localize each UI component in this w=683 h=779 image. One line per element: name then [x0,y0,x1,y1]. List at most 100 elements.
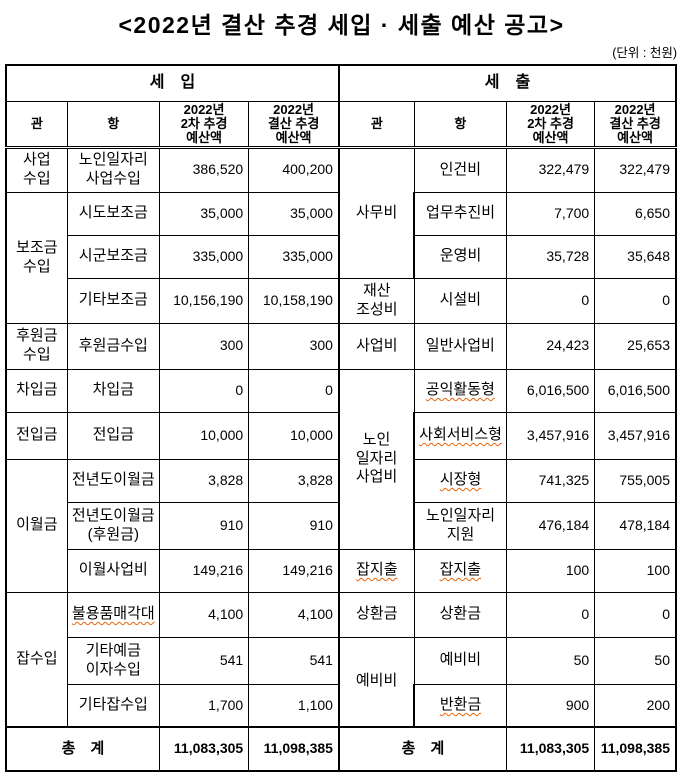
amount-cell: 300 [158,322,250,370]
hang-cell: 기타보조금 [66,277,160,324]
table-row: 기타잡수입 1,700 1,100 반환금 900 200 [6,683,677,728]
hang-cell: 일반사업비 [413,322,507,370]
gwan-cell: 이월금 [5,458,68,593]
table-row: 보조금 수입 시도보조금 35,000 35,000 업무추진비 7,700 6… [5,191,677,324]
gwan-cell: 노인 일자리 사업비 [337,368,415,550]
amount-cell: 910 [158,501,250,550]
amount-cell: 476,184 [505,501,596,550]
amount-cell: 335,000 [248,234,340,279]
amount-cell: 1,700 [158,683,250,728]
amount-cell: 400,200 [248,146,340,193]
hang-cell: 이월사업비 [66,548,160,593]
column-header-row: 관 항 2022년 2차 추경 예산액 2022년 결산 추경 예산액 관 항 … [5,100,677,149]
amount-cell: 24,423 [505,322,596,370]
gwan-cell: 보조금 수입 [5,191,68,324]
amount-cell: 741,325 [505,458,596,503]
table-row: 전년도이월금 (후원금) 910 910 노인일자리 지원 476,184 47… [6,501,677,550]
amount-cell: 10,158,190 [248,277,340,324]
amount-cell: 149,216 [248,548,340,593]
amount-cell: 3,828 [248,458,340,503]
amount-cell: 0 [505,277,596,324]
amount-cell: 6,016,500 [505,368,596,413]
budget-table: 세 입 세 출 관 항 2022년 2차 추경 예산액 2022년 결산 추경 … [5,64,677,773]
amount-cell: 4,100 [158,591,250,638]
hang-cell: 기타예금 이자수입 [66,636,160,685]
col-header-hang: 항 [66,100,160,149]
gwan-cell: 사업 수입 [5,146,68,193]
total-amount-cell: 11,098,385 [248,726,340,772]
col-header-budget-2nd: 2022년 2차 추경 예산액 [505,100,596,149]
table-row: 전입금 전입금 10,000 10,000 사회서비스형 3,457,916 3… [5,411,677,460]
gwan-cell: 재산 조성비 [337,277,415,324]
section-header-expenditure: 세 출 [337,64,677,102]
amount-cell: 322,479 [505,146,596,193]
total-amount-cell: 11,083,305 [505,726,596,772]
hang-cell: 후원금수입 [66,322,160,370]
hang-cell: 기타잡수입 [66,683,160,728]
total-amount-cell: 11,083,305 [158,726,250,772]
hang-cell: 전입금 [66,411,160,460]
table-row: 기타예금 이자수입 541 541 예비비 예비비 50 50 [6,636,677,728]
hang-cell: 예비비 [413,636,507,685]
hang-cell: 시장형 [413,458,507,503]
col-header-budget-final: 2022년 결산 추경 예산액 [594,100,677,149]
amount-cell: 755,005 [594,458,677,503]
table-row: 이월금 전년도이월금 3,828 3,828 시장형 741,325 755,0… [5,458,677,593]
amount-cell: 0 [158,368,250,413]
hang-cell: 잡지출 [413,548,507,593]
col-header-budget-final: 2022년 결산 추경 예산액 [248,100,340,149]
amount-cell: 1,100 [248,683,340,728]
amount-cell: 50 [594,636,677,685]
table-row: 기타보조금 10,156,190 10,158,190 재산 조성비 시설비 0… [6,277,677,324]
amount-cell: 25,653 [594,322,677,370]
amount-cell: 541 [158,636,250,685]
hang-cell: 인건비 [413,146,507,193]
section-header-revenue: 세 입 [5,64,340,102]
hang-cell: 공익활동형 [413,368,507,413]
gwan-cell: 후원금 수입 [5,322,68,370]
amount-cell: 0 [505,591,596,638]
hang-cell: 시설비 [413,277,507,324]
hang-cell: 반환금 [413,683,507,728]
col-header-budget-2nd: 2022년 2차 추경 예산액 [158,100,250,149]
amount-cell: 3,457,916 [505,411,596,460]
amount-cell: 386,520 [158,146,250,193]
amount-cell: 300 [248,322,340,370]
total-row: 총 계 11,083,305 11,098,385 총 계 11,083,305… [5,726,677,772]
gwan-cell: 잡수입 [5,591,68,728]
col-header-hang: 항 [413,100,507,149]
gwan-cell: 사무비 [337,146,415,279]
hang-cell: 시도보조금 [66,191,160,236]
hang-cell: 차입금 [66,368,160,413]
hang-cell: 업무추진비 [413,191,507,236]
amount-cell: 541 [248,636,340,685]
amount-cell: 910 [248,501,340,550]
hang-cell: 상환금 [413,591,507,638]
amount-cell: 50 [505,636,596,685]
amount-cell: 6,650 [594,191,677,236]
gwan-cell: 사업비 [337,322,415,370]
total-label-cell: 총 계 [337,726,507,772]
amount-cell: 10,000 [158,411,250,460]
amount-cell: 900 [505,683,596,728]
table-row: 사업 수입 노인일자리 사업수입 386,520 400,200 사무비 인건비… [5,146,677,279]
total-label-cell: 총 계 [5,726,160,772]
hang-cell: 노인일자리 지원 [413,501,507,550]
amount-cell: 10,156,190 [158,277,250,324]
amount-cell: 100 [594,548,677,593]
section-header-row: 세 입 세 출 [5,64,677,102]
gwan-cell: 전입금 [5,411,68,460]
amount-cell: 7,700 [505,191,596,236]
amount-cell: 335,000 [158,234,250,279]
amount-cell: 0 [594,591,677,638]
col-header-gwan: 관 [5,100,68,149]
amount-cell: 35,728 [505,234,596,279]
amount-cell: 149,216 [158,548,250,593]
gwan-cell: 차입금 [5,368,68,413]
hang-cell: 노인일자리 사업수입 [66,146,160,193]
unit-note: (단위 : 천원) [612,46,677,60]
page-title: <2022년 결산 추경 세입 · 세출 예산 공고> [118,12,565,38]
amount-cell: 0 [248,368,340,413]
amount-cell: 35,648 [594,234,677,279]
